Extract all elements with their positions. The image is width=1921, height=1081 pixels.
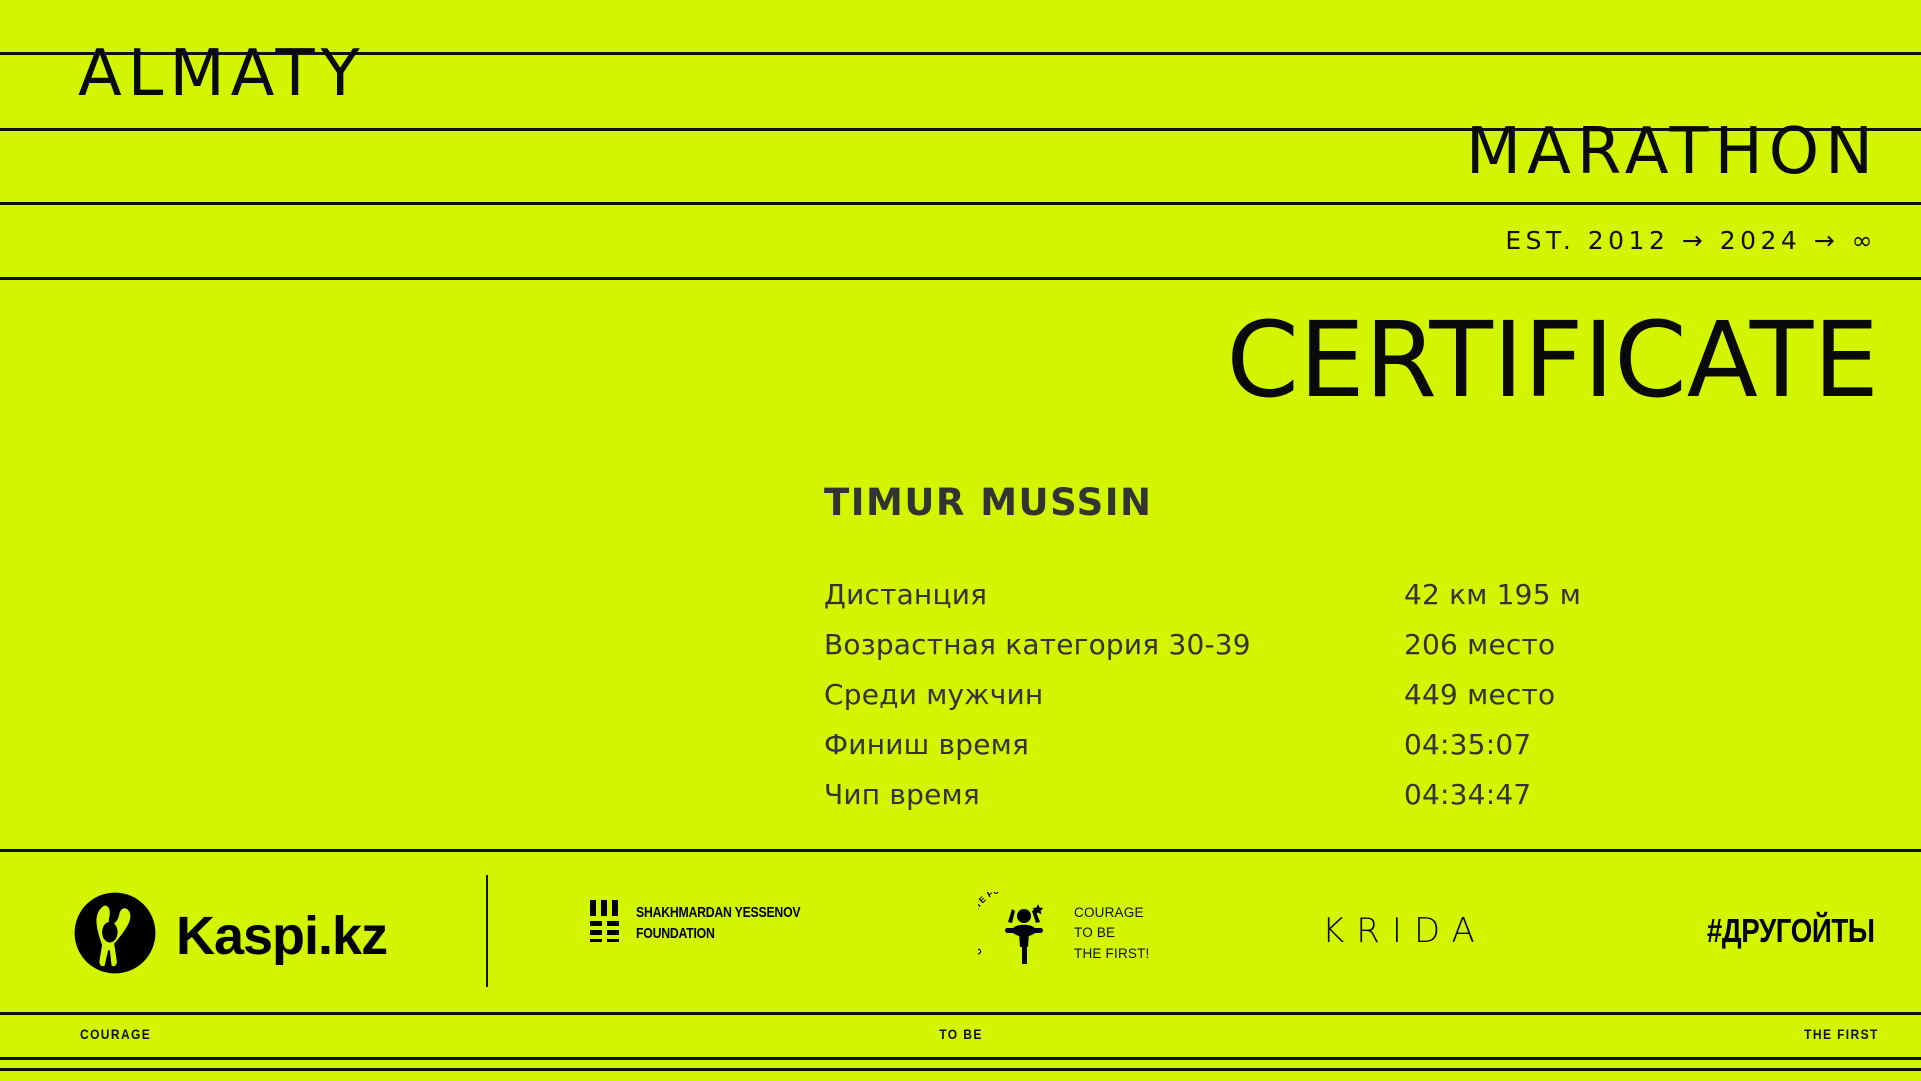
running-figure-star-icon: CORPORATE FUND xyxy=(965,883,1068,975)
cfund-line-3: THE FIRST! xyxy=(1074,945,1150,961)
sponsor-hashtag: #ДРУГОЙТЫ xyxy=(1707,912,1875,949)
sponsor-krida: KRIDA xyxy=(1322,911,1487,951)
divider-rule-4 xyxy=(0,277,1921,280)
result-value: 206 место xyxy=(1404,628,1556,661)
kaspi-figure-icon xyxy=(72,890,158,981)
result-value: 42 км 195 м xyxy=(1404,578,1582,611)
page-title: CERTIFICATE xyxy=(1226,299,1879,421)
table-row: Среди мужчин 449 место xyxy=(824,678,1664,728)
result-label: Среди мужчин xyxy=(824,678,1044,711)
result-label: Чип время xyxy=(824,778,980,811)
sponsor-vertical-divider xyxy=(486,875,488,987)
sponsor-band: Kaspi.kz SHAKHMARDAN YESSENOV xyxy=(0,852,1921,1012)
results-table: Дистанция 42 км 195 м Возрастная категор… xyxy=(824,578,1664,828)
cfund-line-2: TO BE xyxy=(1074,925,1116,941)
divider-rule-sponsors-top xyxy=(0,849,1921,852)
table-row: Возрастная категория 30-39 206 место xyxy=(824,628,1664,678)
yessenov-wordmark: SHAKHMARDAN YESSENOV FOUNDATION xyxy=(636,903,801,944)
established-line: EST. 2012 → 2024 → ∞ xyxy=(1505,226,1877,255)
table-row: Дистанция 42 км 195 м xyxy=(824,578,1664,628)
divider-rule-base xyxy=(0,1068,1921,1071)
result-label: Возрастная категория 30-39 xyxy=(824,628,1251,661)
divider-rule-footer-top xyxy=(0,1012,1921,1015)
divider-rule-3 xyxy=(0,202,1921,205)
yessenov-line-2: FOUNDATION xyxy=(636,924,715,942)
sponsor-corporate-fund: CORPORATE FUND COURAGE TO BE THE FIRST! xyxy=(965,883,1150,975)
footer-left: COURAGE xyxy=(80,1026,152,1042)
footer-right: THE FIRST xyxy=(1804,1026,1879,1042)
svg-text:CORPORATE FUND: CORPORATE FUND xyxy=(978,892,1014,957)
recipient-name: TIMUR MUSSIN xyxy=(824,481,1153,524)
sponsor-kaspi: Kaspi.kz xyxy=(72,890,388,981)
brand-almaty: ALMATY xyxy=(78,37,366,111)
result-value: 04:34:47 xyxy=(1404,778,1532,811)
table-row: Финиш время 04:35:07 xyxy=(824,728,1664,778)
kaspi-wordmark: Kaspi.kz xyxy=(176,905,388,966)
table-row: Чип время 04:34:47 xyxy=(824,778,1664,828)
divider-rule-2 xyxy=(0,128,1921,131)
yessenov-line-1: SHAKHMARDAN YESSENOV xyxy=(636,904,801,922)
result-label: Финиш время xyxy=(824,728,1029,761)
divider-rule-footer-bottom xyxy=(0,1057,1921,1060)
result-value: 449 место xyxy=(1404,678,1556,711)
divider-rule-1 xyxy=(0,52,1921,55)
sponsor-yessenov: SHAKHMARDAN YESSENOV FOUNDATION xyxy=(588,900,836,947)
result-label: Дистанция xyxy=(824,578,988,611)
corporate-fund-tagline: COURAGE TO BE THE FIRST! xyxy=(1074,903,1150,964)
brand-marathon: MARATHON xyxy=(1465,115,1879,189)
cfund-line-1: COURAGE xyxy=(1074,905,1144,921)
footer: COURAGE TO BE THE FIRST xyxy=(0,1026,1921,1054)
footer-center: TO BE xyxy=(938,1026,983,1042)
result-value: 04:35:07 xyxy=(1404,728,1532,761)
yessenov-bars-icon xyxy=(588,900,622,947)
